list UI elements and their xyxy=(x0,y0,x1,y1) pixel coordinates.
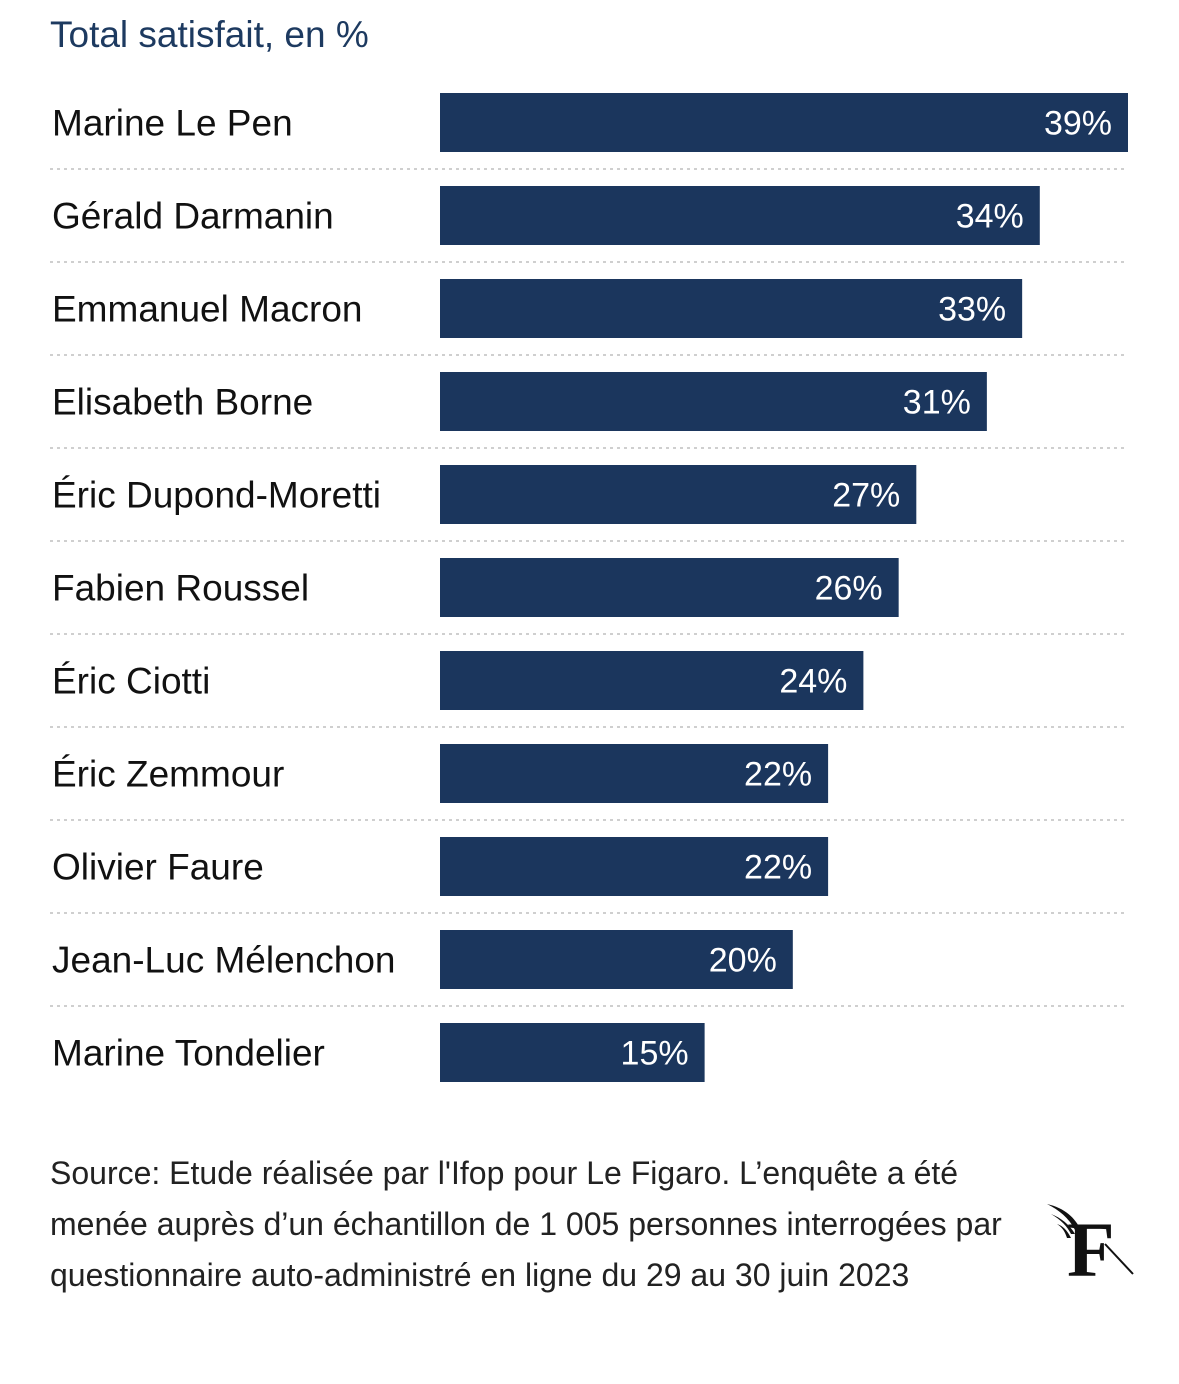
category-label: Marine Tondelier xyxy=(52,1033,325,1074)
bar xyxy=(440,279,1023,338)
data-label: 22% xyxy=(744,849,812,887)
bar xyxy=(440,558,899,617)
bar xyxy=(440,651,864,710)
logo-letter: F xyxy=(1067,1206,1115,1280)
bar xyxy=(440,744,829,803)
bar xyxy=(440,186,1040,245)
category-label: Marine Le Pen xyxy=(52,103,293,144)
bar xyxy=(440,837,829,896)
category-label: Fabien Roussel xyxy=(52,568,309,609)
le-figaro-logo-icon: F xyxy=(1047,1204,1134,1280)
data-label: 33% xyxy=(938,291,1006,329)
category-label: Olivier Faure xyxy=(52,847,264,888)
bar xyxy=(440,465,917,524)
bar xyxy=(440,930,793,989)
data-label: 27% xyxy=(832,477,900,515)
data-label: 31% xyxy=(903,384,971,422)
data-label: 20% xyxy=(709,942,777,980)
category-label: Emmanuel Macron xyxy=(52,289,363,330)
category-label: Éric Zemmour xyxy=(52,754,284,795)
category-label: Éric Ciotti xyxy=(52,661,210,702)
category-label: Elisabeth Borne xyxy=(52,382,313,423)
bar-chart: Marine Le Pen 39% Gérald Darmanin 34% Emmanu… xyxy=(50,93,1128,1082)
bar xyxy=(440,1023,705,1082)
data-label: 22% xyxy=(744,756,812,794)
category-label: Jean-Luc Mélenchon xyxy=(52,940,396,981)
bar xyxy=(440,93,1128,152)
data-label: 26% xyxy=(815,570,883,608)
source-note: Source: Etude réalisée par l'Ifop pour L… xyxy=(50,1155,1002,1293)
category-label: Gérald Darmanin xyxy=(52,196,334,237)
bar xyxy=(440,372,987,431)
data-label: 34% xyxy=(956,198,1024,236)
data-label: 39% xyxy=(1044,105,1112,143)
data-label: 24% xyxy=(779,663,847,701)
category-label: Éric Dupond-Moretti xyxy=(52,475,381,516)
data-label: 15% xyxy=(621,1035,689,1073)
chart-title: Total satisfait, en % xyxy=(50,14,369,55)
